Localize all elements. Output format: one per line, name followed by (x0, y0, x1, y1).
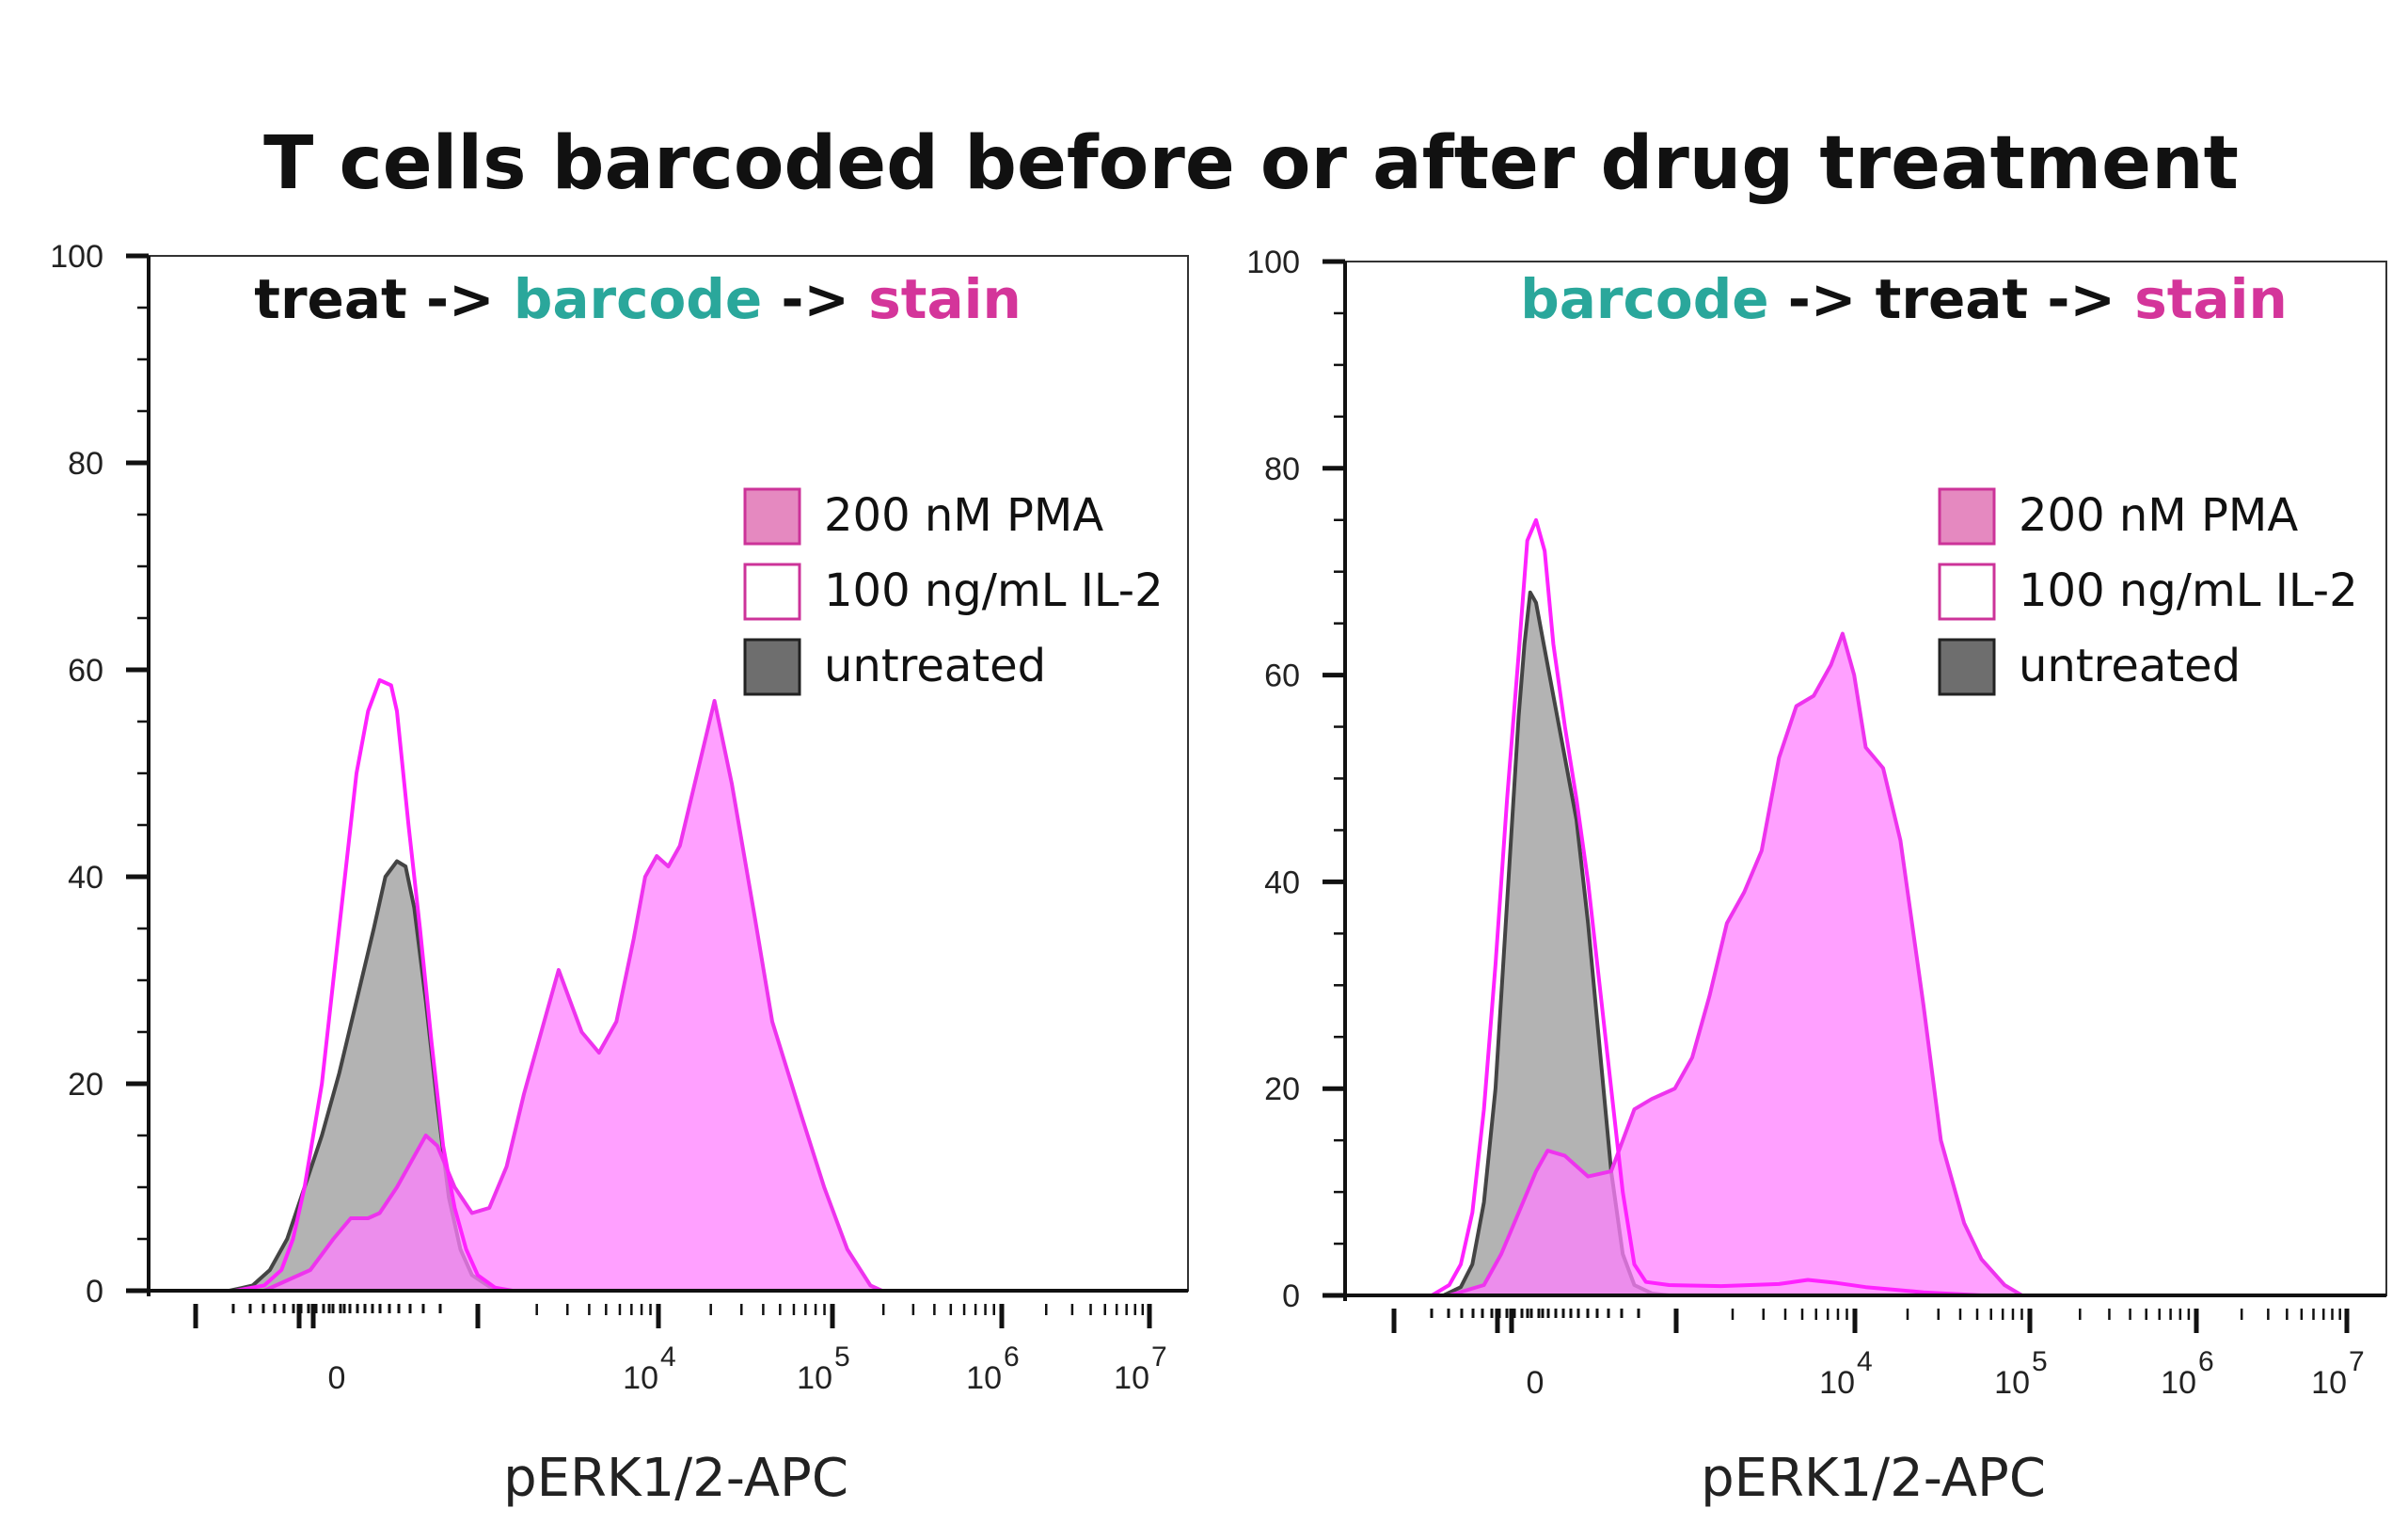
x-tick-exponent: 4 (660, 1341, 676, 1373)
x-tick-label: 10 (1994, 1365, 2030, 1401)
chart-panel-barcode-first: barcode -> treat -> stain 0 20 40 60 80 100 0 10… (1246, 245, 2387, 1509)
series-line-pma (149, 699, 1188, 1293)
x-tick-label: 10 (1114, 1360, 1149, 1396)
y-tick-label: 40 (68, 860, 103, 896)
x-tick-label: 10 (623, 1360, 658, 1396)
x-tick-label: 10 (797, 1360, 832, 1396)
series-line-pma (1345, 631, 2386, 1297)
heading-word: stain (2134, 267, 2288, 331)
series-line-il2 (149, 678, 1188, 1293)
legend-swatch (1938, 487, 1996, 546)
y-tick-label: 80 (68, 446, 103, 482)
y-tick-label: 100 (1246, 245, 1300, 280)
legend-swatch (743, 487, 801, 546)
x-tick-exponent: 7 (2349, 1346, 2365, 1377)
heading-word: stain (868, 267, 1022, 331)
panel-heading: treat -> barcode -> stain (254, 267, 1022, 331)
x-tick-exponent: 4 (1857, 1346, 1873, 1377)
chart-panel-treat-first: treat -> barcode -> stain 0 20 40 60 80 100 0 10… (50, 239, 1189, 1509)
x-tick-exponent: 5 (834, 1341, 850, 1373)
y-tick-label: 0 (1282, 1278, 1300, 1314)
y-tick-label: 0 (86, 1274, 103, 1310)
x-tick-label: 10 (2311, 1365, 2347, 1401)
legend-label: untreated (2019, 640, 2241, 692)
x-tick-label: 0 (1527, 1365, 1545, 1401)
heading-word: -> (762, 267, 868, 331)
y-tick-label: 60 (68, 653, 103, 689)
figure-title: T cells barcoded before or after drug tr… (263, 121, 2239, 206)
y-tick-label: 60 (1264, 659, 1300, 694)
legend-label: 100 ng/mL IL-2 (824, 564, 1164, 617)
x-tick-label: 10 (1819, 1365, 1855, 1401)
heading-word: -> (2028, 267, 2134, 331)
x-tick-exponent: 5 (2032, 1346, 2048, 1377)
legend-swatch (1938, 563, 1996, 621)
heading-word: treat (254, 267, 407, 331)
heading-word: barcode (1520, 267, 1768, 331)
y-tick-label: 20 (1264, 1072, 1300, 1107)
x-axis-label: pERK1/2-APC (503, 1448, 848, 1509)
y-tick-label: 100 (50, 239, 103, 275)
series-area-pma (149, 701, 1188, 1291)
legend-swatch (743, 638, 801, 696)
heading-word: treat (1876, 267, 2029, 331)
heading-word: -> (407, 267, 514, 331)
series-line-il2 (1345, 517, 2386, 1297)
legend-swatch (1938, 638, 1996, 696)
x-tick-exponent: 6 (1004, 1341, 1020, 1373)
x-tick-exponent: 6 (2198, 1346, 2214, 1377)
x-tick-label: 0 (328, 1360, 346, 1396)
legend-swatch (743, 563, 801, 621)
y-tick-label: 20 (68, 1067, 103, 1103)
heading-word: -> (1769, 267, 1876, 331)
panel-heading: barcode -> treat -> stain (1520, 267, 2288, 331)
heading-word: barcode (514, 267, 762, 331)
y-tick-label: 40 (1264, 865, 1300, 900)
legend-label: untreated (824, 640, 1046, 692)
x-tick-label: 10 (966, 1360, 1002, 1396)
x-tick-label: 10 (2161, 1365, 2196, 1401)
y-tick-label: 80 (1264, 452, 1300, 487)
legend-label: 200 nM PMA (2019, 489, 2298, 542)
x-tick-exponent: 7 (1151, 1341, 1167, 1373)
legend-label: 200 nM PMA (824, 489, 1103, 542)
legend-label: 100 ng/mL IL-2 (2019, 564, 2358, 617)
x-axis-label: pERK1/2-APC (1701, 1448, 2046, 1509)
series-area-pma (1345, 633, 2386, 1295)
